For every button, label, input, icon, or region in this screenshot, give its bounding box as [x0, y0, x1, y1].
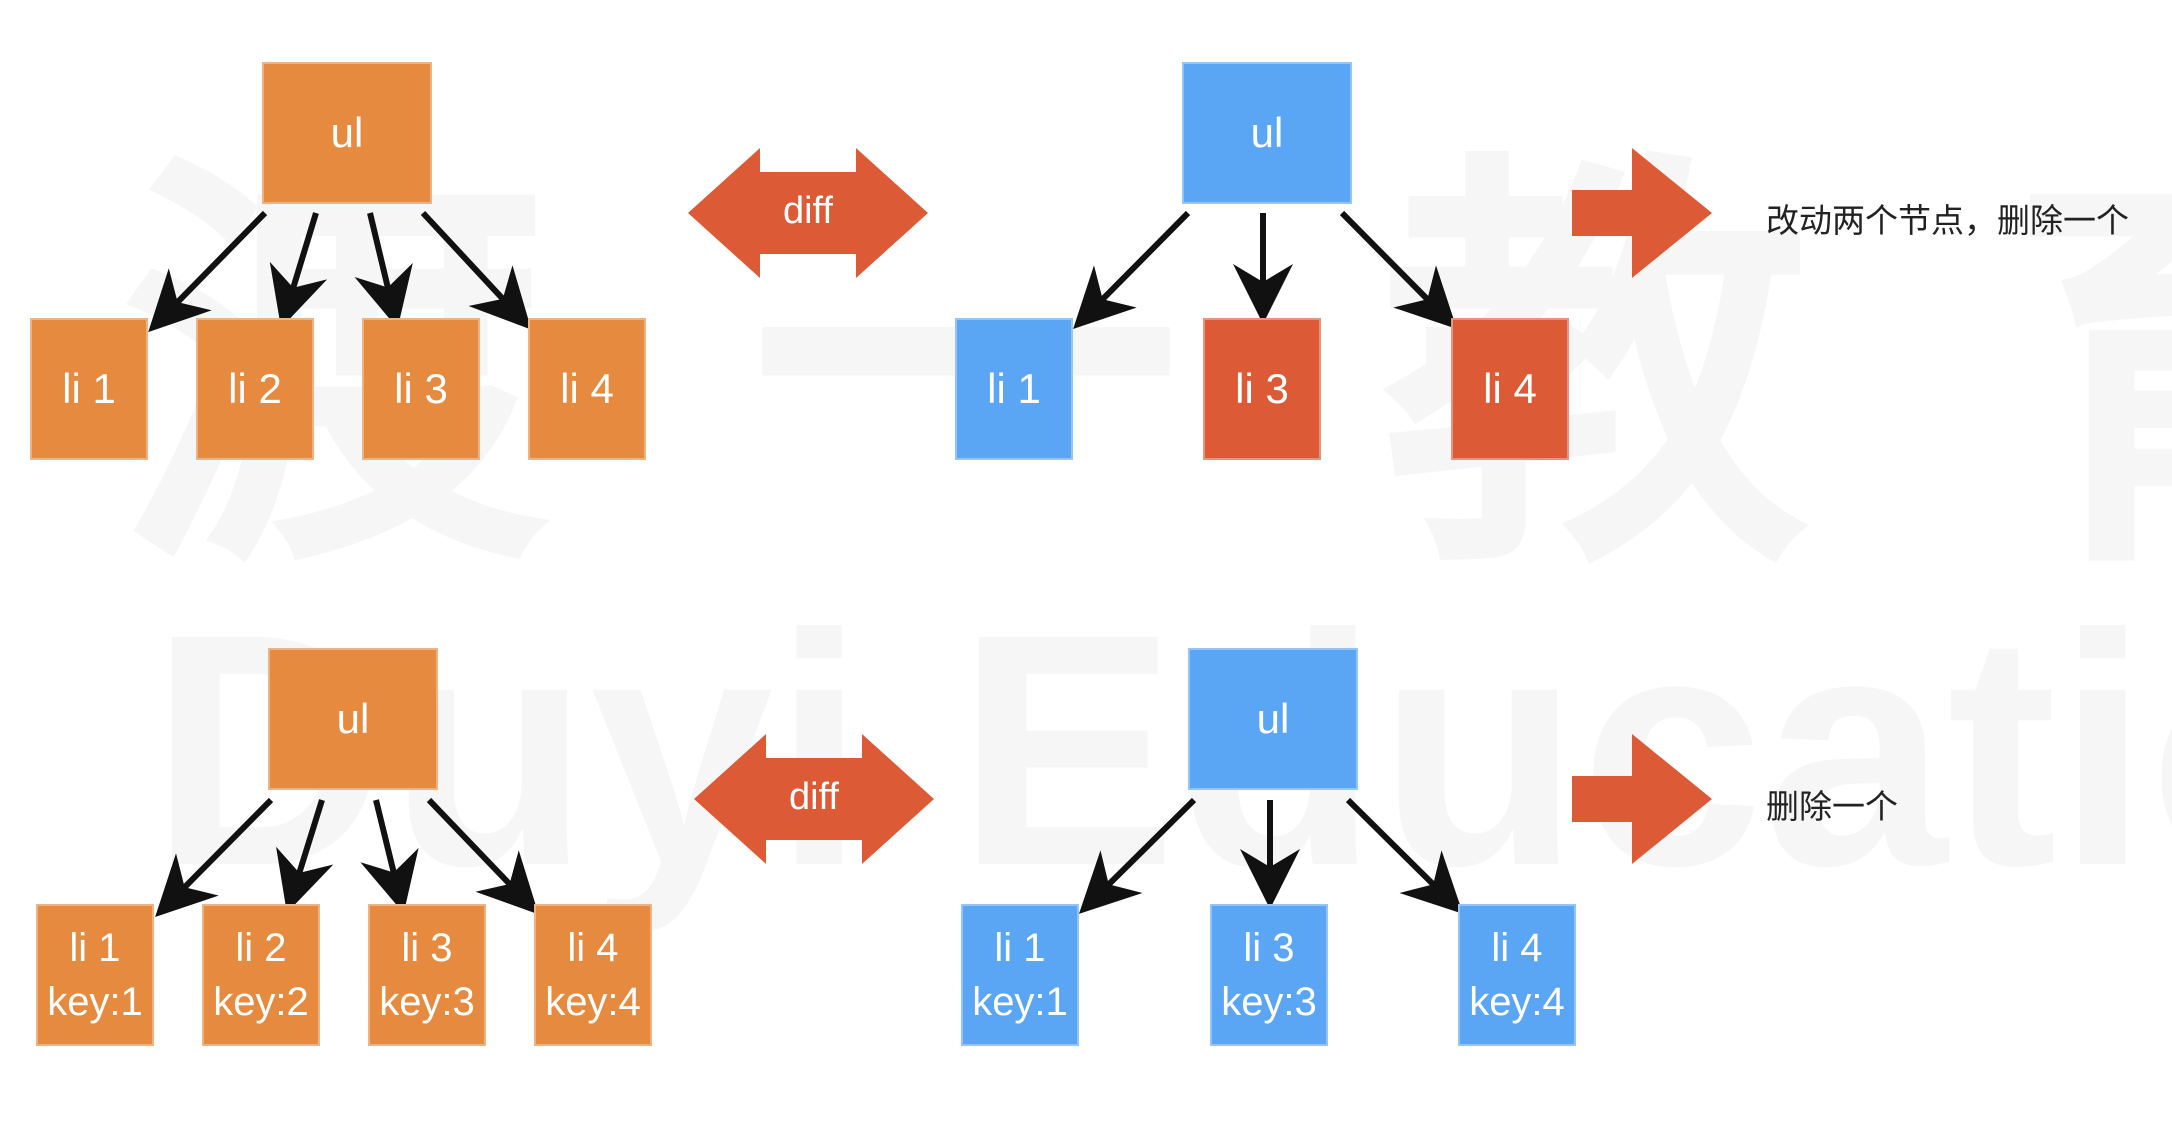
row2-result-arrow [1572, 734, 1712, 864]
row1-right-li-node-changed: li 4 [1451, 318, 1569, 460]
node-label: li 2 [228, 364, 282, 412]
node-label: li 3 [394, 364, 448, 412]
row2-right-arrow-3 [1345, 797, 1464, 914]
node-key: key:3 [379, 980, 475, 1024]
row1-left-li-node: li 3 [362, 318, 480, 460]
row2-right-li-node: li 4 key:4 [1458, 904, 1576, 1046]
node-key: key:1 [972, 980, 1068, 1024]
row1-diff-label: diff [782, 190, 833, 232]
row1-left-li-node: li 2 [196, 318, 314, 460]
row2-result-note: 删除一个 [1766, 788, 1898, 825]
row1-result-arrow [1572, 148, 1712, 278]
node-label: li 2 [235, 926, 287, 970]
row1-left-arrow-2 [269, 212, 328, 328]
row1-left-arrow-4 [420, 210, 532, 330]
row1-left-li-node: li 1 [30, 318, 148, 460]
row2-left-arrow-4 [426, 797, 539, 915]
row1-right-li-node: li 1 [955, 318, 1073, 460]
row2-left-arrow-3 [360, 799, 419, 914]
row2-left-li-node: li 1 key:1 [36, 904, 154, 1046]
row2-left-li-node: li 3 key:3 [368, 904, 486, 1046]
node-label: li 4 [1491, 926, 1543, 970]
node-label: li 4 [567, 926, 619, 970]
row1-right-li-node-changed: li 3 [1203, 318, 1321, 460]
row2-right-ul-node: ul [1188, 648, 1358, 790]
node-label: ul [330, 108, 364, 156]
node-key: key:2 [213, 980, 309, 1024]
row1-diff-arrow [688, 148, 928, 278]
node-label: ul [1256, 694, 1290, 742]
row1-left-arrow-1 [148, 210, 268, 333]
node-label: li 1 [69, 926, 121, 970]
node-label: li 3 [1243, 926, 1295, 970]
row2-right-li-node: li 3 key:3 [1210, 904, 1328, 1046]
row1-right-arrow-1 [1073, 210, 1191, 330]
row1-left-ul-node: ul [262, 62, 432, 204]
node-key: key:1 [47, 980, 143, 1024]
node-label: li 4 [560, 364, 614, 412]
row2-left-arrow-2 [276, 799, 334, 913]
row2-right-arrow-1 [1078, 797, 1197, 914]
row2-right-li-node: li 1 key:1 [961, 904, 1079, 1046]
row1-left-li-node: li 4 [528, 318, 646, 460]
row2-left-ul-node: ul [268, 648, 438, 790]
node-label: li 3 [401, 926, 453, 970]
node-key: key:3 [1221, 980, 1317, 1024]
node-key: key:4 [545, 980, 641, 1024]
row1-left-arrow-3 [354, 212, 413, 329]
row1-right-ul-node: ul [1182, 62, 1352, 204]
node-label: ul [336, 694, 370, 742]
row2-left-arrow-1 [155, 797, 274, 918]
row2-left-li-node: li 2 key:2 [202, 904, 320, 1046]
node-label: li 4 [1483, 364, 1537, 412]
node-label: li 1 [62, 364, 116, 412]
row2-left-li-node: li 4 key:4 [534, 904, 652, 1046]
row2-diff-arrow [694, 734, 934, 864]
node-label: li 3 [1235, 364, 1289, 412]
node-label: ul [1250, 108, 1284, 156]
row1-right-arrow-3 [1339, 210, 1457, 330]
node-key: key:4 [1469, 980, 1565, 1024]
row2-diff-label: diff [788, 776, 839, 818]
node-label: li 1 [987, 364, 1041, 412]
node-label: li 1 [994, 926, 1046, 970]
row1-result-note: 改动两个节点，删除一个 [1766, 202, 2129, 239]
